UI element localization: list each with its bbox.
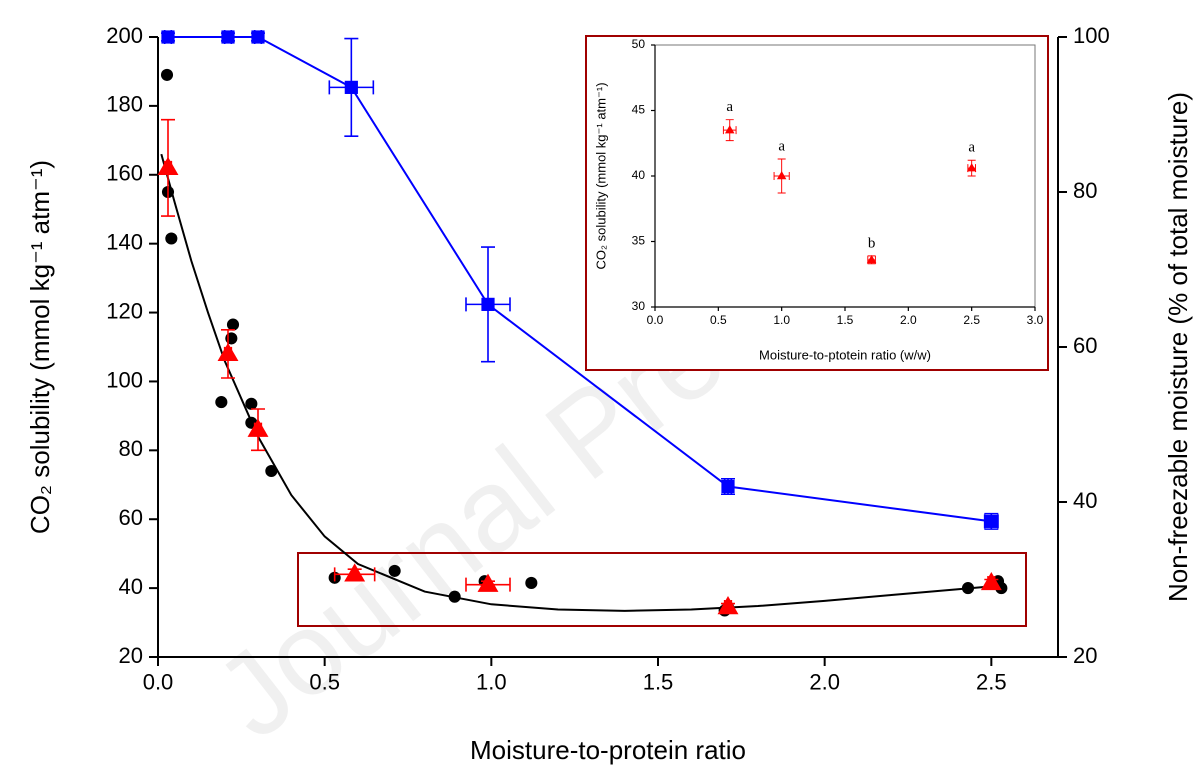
point (265, 464, 278, 478)
y2-tick-label: 60 (1073, 333, 1097, 358)
x-tick-label: 0.0 (143, 669, 174, 694)
point (724, 125, 735, 134)
point (481, 297, 495, 311)
point (247, 418, 269, 437)
x-tick-label: 3.0 (1027, 313, 1044, 327)
y-axis-label: CO₂ solubility (mmol kg⁻¹ atm⁻¹) (593, 82, 608, 269)
x-tick-label: 0.0 (647, 313, 664, 327)
point (157, 156, 179, 176)
y2-axis-label: Non-freezable moisture (% of total moist… (1163, 92, 1193, 602)
x-tick-label: 2.5 (976, 669, 1007, 694)
point (344, 563, 366, 582)
point (776, 171, 787, 180)
highlight-box (297, 552, 1027, 627)
significance-letter: a (968, 140, 975, 156)
x-tick-label: 1.0 (773, 313, 790, 327)
point (217, 342, 239, 362)
point (966, 163, 977, 172)
point (388, 564, 401, 577)
x-tick-label: 0.5 (309, 669, 340, 694)
x-tick-label: 2.5 (963, 313, 980, 327)
y2-tick-label: 80 (1073, 178, 1097, 203)
y2-tick-label: 20 (1073, 643, 1097, 668)
point (717, 596, 739, 615)
y2-tick-label: 100 (1073, 23, 1110, 48)
point (477, 573, 499, 592)
y-axis-label: CO₂ solubility (mmol kg⁻¹ atm⁻¹) (25, 160, 55, 534)
x-tick-label: 1.5 (643, 669, 674, 694)
data-line (160, 153, 992, 612)
y-tick-label: 40 (632, 168, 646, 182)
point (251, 30, 265, 44)
y-tick-label: 30 (632, 299, 646, 313)
x-tick-label: 0.5 (710, 313, 727, 327)
y-tick-label: 100 (106, 367, 143, 392)
point (225, 332, 238, 345)
point (160, 68, 174, 81)
point (721, 479, 735, 494)
y-tick-label: 40 (119, 574, 143, 599)
point (165, 232, 178, 245)
y2-tick-label: 40 (1073, 488, 1097, 513)
y-tick-label: 35 (632, 234, 646, 248)
point (984, 514, 998, 528)
point (226, 318, 240, 331)
y-tick-label: 20 (119, 643, 143, 668)
significance-letter: a (778, 138, 785, 154)
x-tick-label: 2.0 (809, 669, 840, 694)
x-tick-label: 1.5 (837, 313, 854, 327)
y-tick-label: 200 (106, 23, 143, 48)
point (221, 30, 235, 44)
inset-frame (585, 35, 1049, 371)
significance-letter: b (868, 235, 876, 251)
point (161, 30, 175, 44)
x-axis-label: Moisture-to-ptotein ratio (w/w) (759, 347, 931, 362)
point (245, 397, 258, 410)
y-tick-label: 50 (632, 37, 646, 51)
point (866, 254, 877, 264)
x-axis-label: Moisture-to-protein ratio (470, 735, 746, 765)
x-tick-label: 1.0 (476, 669, 507, 694)
y-tick-label: 120 (106, 298, 143, 323)
point (215, 396, 228, 409)
y-tick-label: 45 (632, 103, 646, 117)
y-tick-label: 60 (119, 505, 143, 530)
y-tick-label: 160 (106, 161, 143, 186)
point (525, 576, 538, 589)
y-tick-label: 140 (106, 229, 143, 254)
significance-letter: a (726, 99, 733, 115)
x-tick-label: 2.0 (900, 313, 917, 327)
y-tick-label: 80 (119, 436, 143, 461)
y-tick-label: 180 (106, 92, 143, 117)
point (344, 80, 358, 94)
point (980, 571, 1002, 591)
